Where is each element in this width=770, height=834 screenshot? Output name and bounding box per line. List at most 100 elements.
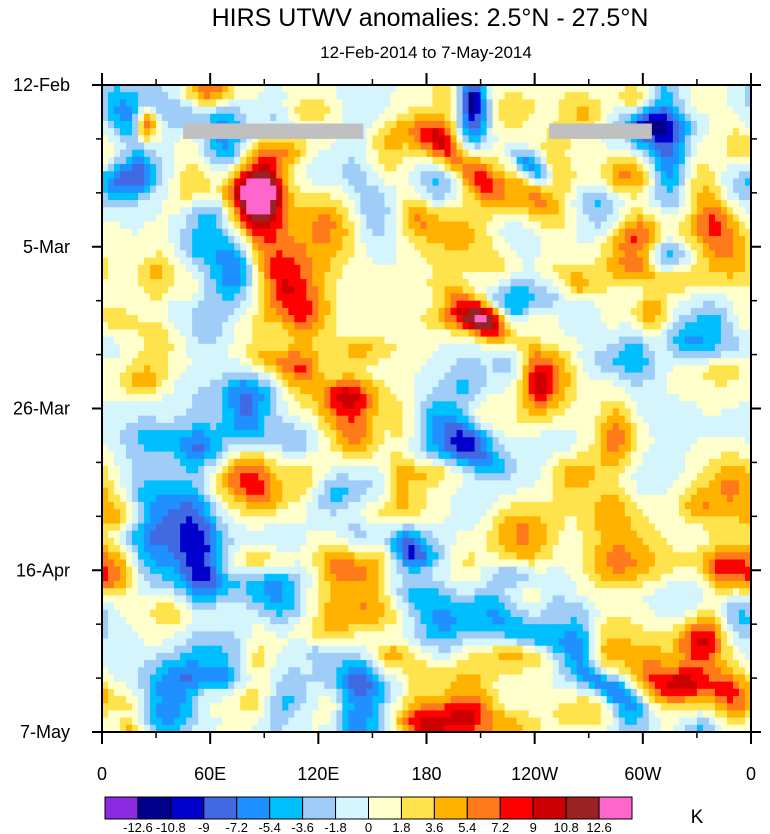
heatmap-cell bbox=[510, 343, 518, 352]
heatmap-cell bbox=[372, 271, 380, 280]
heatmap-cell bbox=[624, 358, 632, 366]
heatmap-cell bbox=[648, 135, 656, 144]
heatmap-cell bbox=[726, 149, 734, 158]
heatmap-cell bbox=[702, 307, 710, 316]
heatmap-cell bbox=[696, 372, 704, 381]
heatmap-cell bbox=[372, 120, 380, 129]
heatmap-cell bbox=[576, 293, 584, 302]
heatmap-cell bbox=[348, 279, 355, 287]
heatmap-cell bbox=[246, 156, 253, 165]
heatmap-cell bbox=[612, 164, 620, 172]
heatmap-cell bbox=[510, 228, 518, 237]
heatmap-cell bbox=[486, 221, 494, 230]
heatmap-cell bbox=[402, 113, 410, 122]
heatmap-cell bbox=[594, 243, 602, 251]
heatmap-cell bbox=[708, 221, 716, 230]
heatmap-cell bbox=[240, 85, 247, 93]
heatmap-cell bbox=[102, 235, 109, 244]
heatmap-cell bbox=[216, 358, 223, 366]
heatmap-cell bbox=[264, 228, 271, 237]
heatmap-cell bbox=[378, 178, 386, 187]
heatmap-cell bbox=[102, 286, 109, 295]
heatmap-cell bbox=[384, 401, 392, 410]
heatmap-cell bbox=[552, 307, 560, 316]
heatmap-cell bbox=[360, 185, 368, 194]
heatmap-cell bbox=[210, 336, 217, 345]
heatmap-cell bbox=[384, 336, 392, 345]
heatmap-cell bbox=[558, 336, 566, 345]
heatmap-cell bbox=[372, 322, 380, 331]
heatmap-cell bbox=[636, 293, 644, 302]
heatmap-cell bbox=[216, 322, 223, 331]
heatmap-cell bbox=[456, 221, 464, 230]
heatmap-cell bbox=[204, 149, 211, 158]
heatmap-cell bbox=[522, 307, 530, 316]
heatmap-cell bbox=[648, 307, 656, 316]
heatmap-cell bbox=[726, 336, 734, 345]
heatmap-cell bbox=[396, 99, 404, 108]
heatmap-cell bbox=[702, 235, 710, 244]
heatmap-cell bbox=[378, 365, 386, 374]
heatmap-cell bbox=[270, 185, 277, 194]
heatmap-cell bbox=[546, 207, 554, 215]
heatmap-cell bbox=[630, 106, 638, 115]
heatmap-cell bbox=[732, 142, 740, 151]
heatmap-cell bbox=[288, 293, 295, 302]
heatmap-cell bbox=[432, 329, 440, 338]
heatmap-cell bbox=[474, 379, 482, 388]
heatmap-cell bbox=[360, 300, 368, 309]
heatmap-cell bbox=[234, 164, 241, 172]
heatmap-cell bbox=[360, 99, 368, 108]
heatmap-cell bbox=[738, 279, 746, 287]
heatmap-cell bbox=[180, 279, 187, 287]
heatmap-cell bbox=[174, 164, 181, 172]
heatmap-cell bbox=[612, 358, 620, 366]
heatmap-cell bbox=[696, 336, 704, 345]
heatmap-cell bbox=[468, 257, 476, 266]
heatmap-cell bbox=[528, 99, 536, 108]
heatmap-cell bbox=[528, 113, 536, 122]
heatmap-cell bbox=[180, 85, 187, 93]
heatmap-cell bbox=[408, 221, 416, 230]
heatmap-cell bbox=[132, 336, 139, 345]
heatmap-cell bbox=[432, 92, 440, 100]
heatmap-cell bbox=[366, 293, 374, 302]
heatmap-cell bbox=[528, 386, 536, 395]
heatmap-cell bbox=[690, 156, 698, 165]
heatmap-cell bbox=[144, 250, 151, 259]
heatmap-cell bbox=[156, 329, 163, 338]
heatmap-cell bbox=[294, 315, 301, 323]
heatmap-cell bbox=[672, 235, 680, 244]
heatmap-cell bbox=[384, 185, 392, 194]
heatmap-cell bbox=[144, 200, 151, 208]
heatmap-cell bbox=[258, 257, 265, 266]
heatmap-cell bbox=[198, 85, 205, 93]
heatmap-cell bbox=[186, 192, 193, 201]
heatmap-cell bbox=[306, 149, 313, 158]
heatmap-cell bbox=[420, 250, 428, 259]
heatmap-cell bbox=[108, 178, 115, 187]
heatmap-cell bbox=[294, 207, 301, 215]
heatmap-cell bbox=[270, 315, 277, 323]
heatmap-cell bbox=[522, 106, 530, 115]
heatmap-cell bbox=[738, 264, 746, 273]
heatmap-cell bbox=[162, 164, 169, 172]
heatmap-cell bbox=[342, 192, 349, 201]
heatmap-cell bbox=[246, 207, 253, 215]
heatmap-cell bbox=[228, 365, 235, 374]
heatmap-cell bbox=[378, 185, 386, 194]
heatmap-cell bbox=[642, 358, 650, 366]
heatmap-cell bbox=[324, 243, 331, 251]
heatmap-cell bbox=[402, 164, 410, 172]
heatmap-cell bbox=[588, 379, 596, 388]
heatmap-cell bbox=[276, 149, 283, 158]
heatmap-cell bbox=[492, 221, 500, 230]
heatmap-cell bbox=[102, 386, 109, 395]
heatmap-cell bbox=[300, 322, 307, 331]
heatmap-cell bbox=[684, 156, 692, 165]
heatmap-cell bbox=[492, 300, 500, 309]
heatmap-cell bbox=[468, 171, 476, 180]
heatmap-cell bbox=[744, 336, 751, 345]
heatmap-cell bbox=[420, 336, 428, 345]
heatmap-cell bbox=[426, 214, 434, 223]
